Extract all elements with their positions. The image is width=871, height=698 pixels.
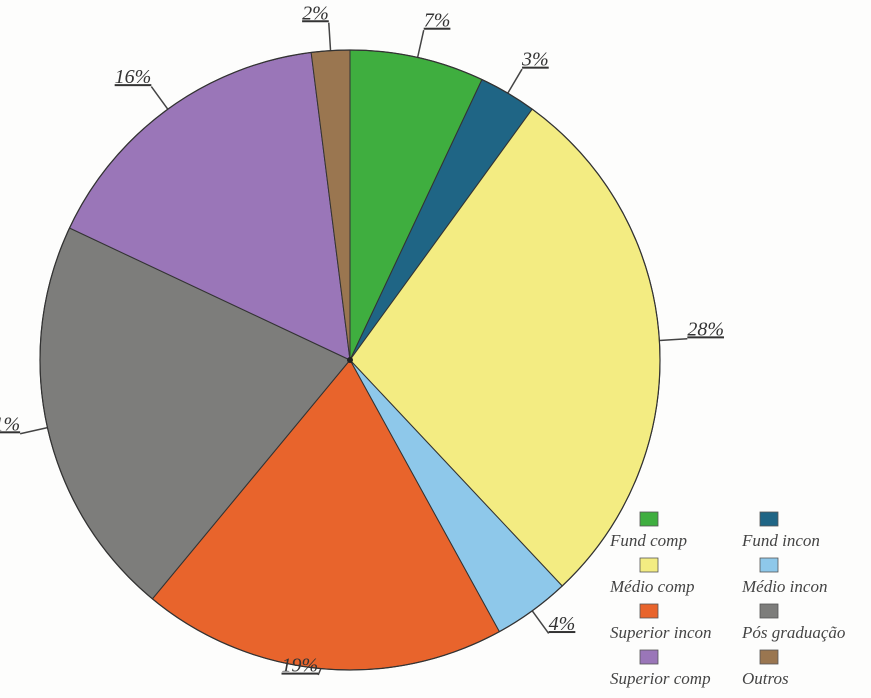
legend-swatch <box>639 649 659 665</box>
legend-label: Fund comp <box>609 531 687 550</box>
pie-outline <box>39 49 661 671</box>
leader-line <box>531 610 550 634</box>
slice-label: 28% <box>687 318 724 340</box>
legend-label: Outros <box>742 669 789 688</box>
slice-label: 2% <box>302 2 329 24</box>
legend-label: Médio incon <box>741 577 827 596</box>
legend-label: Pós graduação <box>741 623 845 642</box>
slice-label: 7% <box>424 10 451 32</box>
legend-swatch <box>759 557 779 573</box>
legend-swatch <box>639 603 659 619</box>
leader-line <box>150 86 169 110</box>
leader-line <box>328 22 332 51</box>
leader-line <box>659 338 688 342</box>
legend-swatch <box>639 557 659 573</box>
legend-label: Médio comp <box>609 577 695 596</box>
slice-label: 3% <box>521 49 549 71</box>
legend-swatch <box>759 649 779 665</box>
leader-line <box>19 426 48 435</box>
leader-line <box>507 68 523 94</box>
slice-label: 21% <box>0 413 20 435</box>
pie-center <box>347 357 353 363</box>
legend-swatch <box>639 511 659 527</box>
leader-line <box>416 29 425 58</box>
leader-line <box>317 668 322 676</box>
legend-label: Superior comp <box>610 669 711 688</box>
slice-label: 4% <box>549 613 576 635</box>
legend-label: Fund incon <box>741 531 820 550</box>
legend-swatch <box>759 511 779 527</box>
slice-label: 16% <box>115 66 152 88</box>
legend-swatch <box>759 603 779 619</box>
legend-label: Superior incon <box>610 623 712 642</box>
